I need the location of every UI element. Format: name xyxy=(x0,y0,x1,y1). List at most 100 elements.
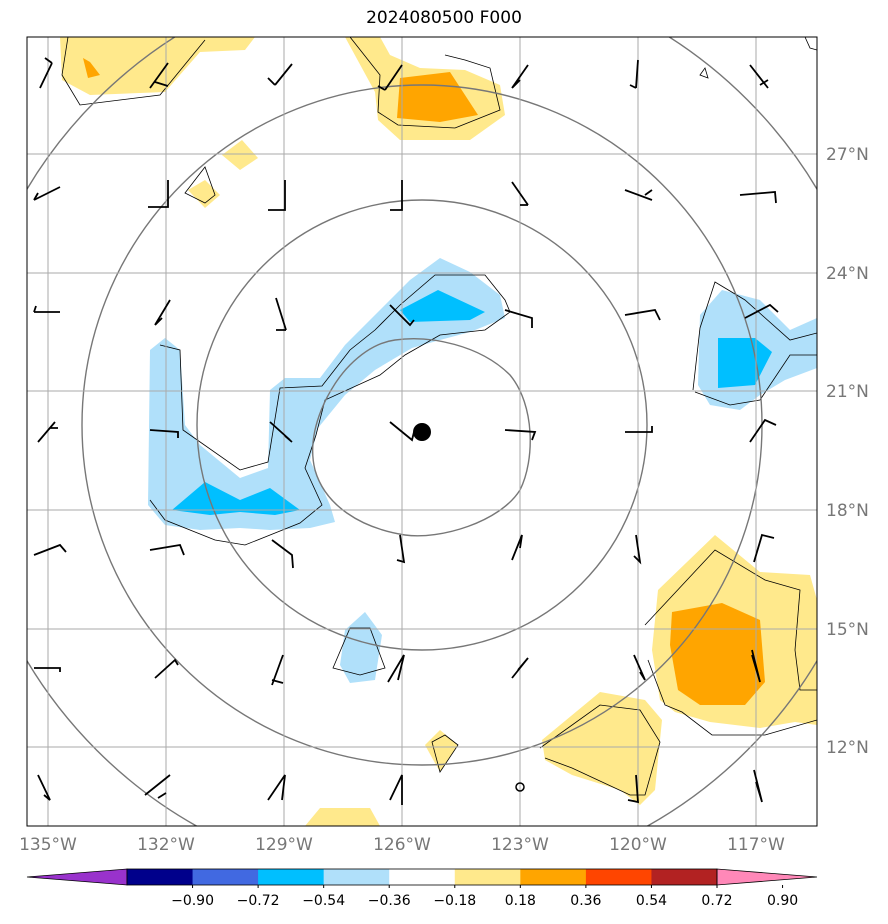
anomaly-fill-top-left-core xyxy=(83,58,100,78)
wind-barb xyxy=(154,299,171,326)
wind-barb xyxy=(33,186,61,201)
wind-barb xyxy=(33,543,67,556)
lon-label: 135°W xyxy=(19,835,77,855)
range-ring-2 xyxy=(196,199,648,651)
lon-label: 120°W xyxy=(609,835,667,855)
wind-barb xyxy=(511,181,529,206)
wind-barb xyxy=(624,189,653,201)
lon-axis-labels: 135°W 132°W 129°W 126°W 123°W 120°W 117°… xyxy=(19,835,785,855)
colorbar-extend-high xyxy=(716,868,818,886)
lat-label: 27°N xyxy=(826,145,869,165)
wind-barb xyxy=(271,539,294,569)
plot-frame xyxy=(26,36,818,827)
colorbar-tick-label: −0.36 xyxy=(368,893,411,909)
colorbar-tick-label: −0.72 xyxy=(237,893,280,909)
wind-barb xyxy=(627,774,639,804)
wind-barb xyxy=(268,180,286,211)
wind-barb xyxy=(633,534,642,565)
wind-barb xyxy=(269,421,293,443)
wind-barb xyxy=(739,191,777,204)
wind-barb xyxy=(504,429,537,441)
lat-label: 12°N xyxy=(826,738,869,758)
colorbar-segment xyxy=(454,869,521,885)
colorbar-frame xyxy=(126,868,718,886)
colorbar-tick-label: 0.54 xyxy=(636,893,667,909)
wind-barb xyxy=(751,649,761,683)
colorbar-segment xyxy=(585,869,652,885)
lon-label: 123°W xyxy=(491,835,549,855)
colorbar-tick-label: 0.90 xyxy=(767,893,798,909)
wind-barb xyxy=(271,654,284,686)
wind-barb xyxy=(390,180,403,211)
plot-area xyxy=(27,37,817,826)
colorbar-segment xyxy=(323,869,390,885)
anomaly-fill-right-core xyxy=(670,603,765,705)
lon-label: 126°W xyxy=(373,835,431,855)
wind-barb xyxy=(389,421,415,442)
wind-barb xyxy=(504,309,533,328)
lon-label: 132°W xyxy=(137,835,195,855)
colorbar-tick-label: −0.54 xyxy=(302,893,345,909)
calm-wind-circle-icon xyxy=(515,782,525,792)
wind-barb xyxy=(749,418,777,443)
wind-barb xyxy=(39,57,53,89)
storm-center-dot xyxy=(413,423,431,441)
map-title: 2024080500 F000 xyxy=(366,8,522,28)
wind-barb xyxy=(267,774,286,801)
wind-barb xyxy=(749,64,769,89)
wind-barb xyxy=(744,303,779,319)
anomaly-fill-top-left xyxy=(60,37,255,95)
wind-barb xyxy=(511,657,529,679)
colorbar-tick-label: −0.18 xyxy=(433,893,476,909)
colorbar-segment xyxy=(389,869,456,885)
colorbar-tick-label: −0.90 xyxy=(171,893,214,909)
wind-barb xyxy=(144,774,171,799)
wind-barb xyxy=(389,304,415,327)
anomaly-fill-hook-core-1 xyxy=(172,482,300,515)
colorbar-extend-low xyxy=(26,868,128,886)
wind-barb xyxy=(387,654,405,683)
lat-label: 18°N xyxy=(826,501,869,521)
lon-label: 129°W xyxy=(255,835,313,855)
wind-barb xyxy=(37,421,58,443)
wind-barb xyxy=(377,64,403,91)
colorbar-segment xyxy=(651,869,718,885)
wind-barb xyxy=(511,534,523,561)
colorbar-tick-label: 0.36 xyxy=(570,893,601,909)
wind-barb xyxy=(149,429,179,438)
anomaly-fill-hook xyxy=(148,258,505,530)
wind-barb xyxy=(633,654,646,681)
lon-label: 117°W xyxy=(727,835,785,855)
anomaly-fill-bottom-center xyxy=(425,730,458,772)
colorbar-segment xyxy=(192,869,259,885)
lat-label: 15°N xyxy=(826,620,869,640)
colorbar: −0.90 −0.72 −0.54 −0.36 −0.18 0.18 0.36 0.54 0.7… xyxy=(26,868,818,909)
colorbar-segment xyxy=(127,869,194,885)
range-ring-1 xyxy=(312,338,531,537)
anomaly-fill-small-1 xyxy=(222,140,258,170)
negative-anomaly-fills xyxy=(148,258,817,683)
lat-label: 24°N xyxy=(826,264,869,284)
anomaly-fill-hook-core-2 xyxy=(400,290,485,322)
anomaly-fill-bottom-right xyxy=(542,692,662,805)
wind-barb xyxy=(34,667,61,672)
colorbar-tick-label: 0.72 xyxy=(701,893,732,909)
wind-barb xyxy=(753,769,763,803)
wind-barb xyxy=(625,426,653,433)
wind-barb xyxy=(511,64,529,89)
wind-barb xyxy=(389,774,403,805)
anomaly-fill-bottom-left xyxy=(305,808,380,826)
colorbar-segment xyxy=(258,869,325,885)
wind-barb xyxy=(149,543,185,556)
wind-barb xyxy=(154,658,179,679)
wind-barb xyxy=(396,534,406,564)
lat-axis-labels: 27°N 24°N 21°N 18°N 15°N 12°N xyxy=(826,145,869,758)
wind-barb xyxy=(629,59,639,89)
wind-barb xyxy=(275,297,287,331)
wind-barbs xyxy=(33,57,779,805)
colorbar-tick-label: 0.18 xyxy=(505,893,536,909)
wind-barb xyxy=(149,62,169,89)
lat-label: 21°N xyxy=(826,382,869,402)
wind-barb xyxy=(33,305,60,313)
